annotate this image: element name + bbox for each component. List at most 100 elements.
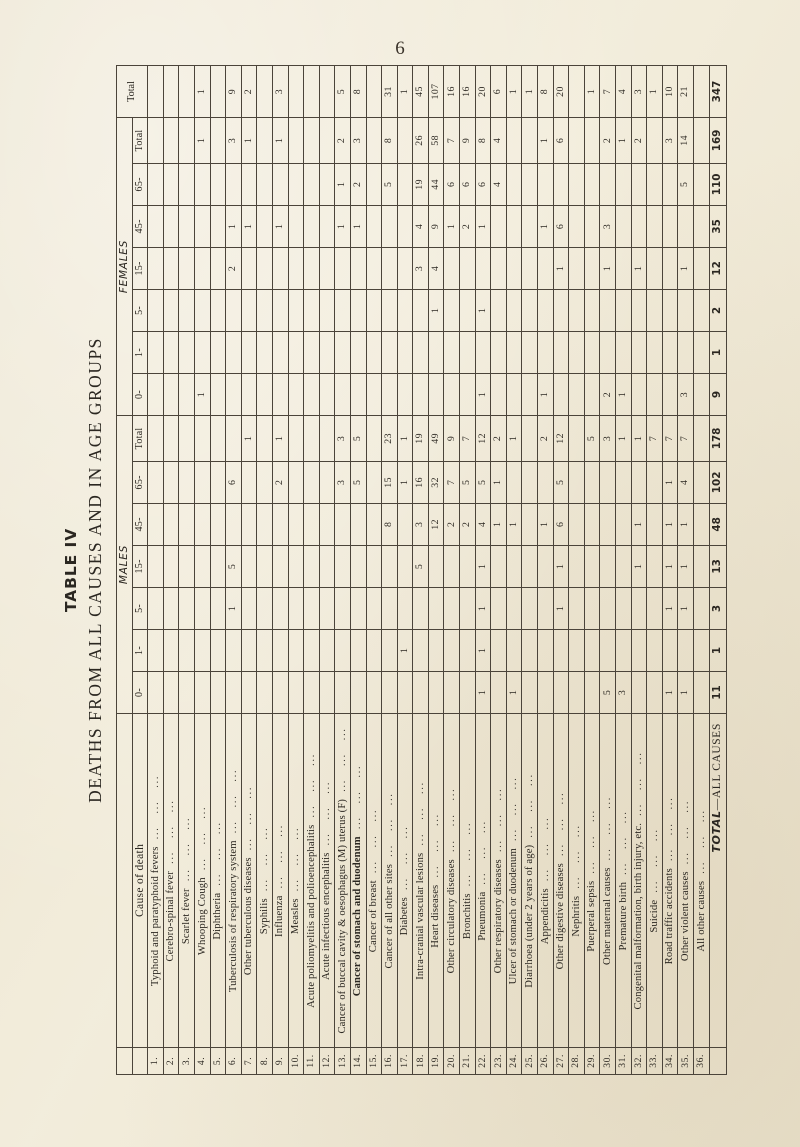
female-cell-5 — [178, 163, 195, 206]
grand-total-label-prefix: TOTAL — [710, 810, 724, 853]
male-cell-0 — [553, 671, 569, 714]
male-cell-1 — [256, 629, 273, 672]
male-cell-0 — [303, 671, 320, 714]
male-cell-4 — [147, 503, 164, 546]
male-cell-4 — [350, 503, 366, 546]
table-row: 19. Heart diseases ... ... ... 12 32 49 1 4 9 44… — [428, 65, 444, 1075]
leader-dots: ... ... ... — [664, 796, 676, 866]
females-age-45: 45- — [132, 205, 148, 248]
table-row: 31. Premature birth ... ... ... 3 1 1 1 4 — [615, 65, 632, 1075]
male-cell-2 — [334, 587, 351, 630]
male-cell-4 — [397, 503, 413, 546]
leader-dots: ... ... ... — [336, 727, 348, 797]
male-cell-6: 1 — [631, 415, 647, 462]
female-cell-5 — [147, 163, 164, 206]
females-age-65: 65- — [132, 163, 148, 206]
female-cell-1 — [397, 331, 413, 374]
female-cell-6: 14 — [677, 117, 694, 164]
male-cell-1 — [381, 629, 398, 672]
male-cell-5: 5 — [553, 461, 569, 504]
row-number: 28. — [568, 1047, 585, 1075]
female-cell-3 — [537, 247, 554, 290]
female-cell-1 — [272, 331, 289, 374]
row-number: 32. — [631, 1047, 647, 1075]
female-cell-5: 5 — [381, 163, 398, 206]
male-cell-3 — [272, 545, 289, 588]
table-row: 22. Pneumonia ... ... ... 1 1 1 1 4 5 12 1 1 1 6 8 20 — [475, 65, 491, 1075]
male-cell-4: 1 — [662, 503, 678, 546]
male-cell-3 — [521, 545, 538, 588]
male-cell-6 — [178, 415, 195, 462]
female-cell-6: 2 — [599, 117, 616, 164]
male-cell-4 — [225, 503, 242, 546]
male-cell-1 — [506, 629, 522, 672]
female-cell-3: 4 — [428, 247, 444, 290]
female-cell-4: 1 — [443, 205, 460, 248]
female-cell-4 — [366, 205, 382, 248]
male-cell-0 — [537, 671, 554, 714]
table-row: 14. Cancer of stomach and duodenum ... ..… — [350, 65, 366, 1075]
male-cell-3 — [646, 545, 663, 588]
table-row: 35. Other violent causes ... ... ... 1 1 1 1 4… — [677, 65, 694, 1075]
male-cell-6: 1 — [272, 415, 289, 462]
female-cell-3 — [381, 247, 398, 290]
female-cell-1 — [194, 331, 211, 374]
male-cell-6 — [225, 415, 242, 462]
female-cell-0 — [334, 373, 351, 416]
leader-dots: ... ... ... — [601, 795, 613, 865]
female-cell-3 — [163, 247, 179, 290]
female-cell-5 — [615, 163, 632, 206]
female-cell-1 — [537, 331, 554, 374]
female-cell-4: 1 — [537, 205, 554, 248]
leader-dots: ... ... ... — [570, 824, 582, 893]
female-cell-6: 1 — [615, 117, 632, 164]
leader-dots: ... ... ... — [165, 799, 177, 869]
female-cell-5: 5 — [677, 163, 694, 206]
cause-label: Measles ... ... ... — [288, 713, 304, 1048]
row-number: 6. — [225, 1047, 242, 1075]
cause-label: Acute poliomyelitis and polioencephaliti… — [303, 713, 320, 1048]
female-cell-0 — [272, 373, 289, 416]
row-number: 35. — [677, 1047, 694, 1075]
male-cell-2: 1 — [475, 587, 491, 630]
female-cell-1 — [615, 331, 632, 374]
male-cell-2 — [412, 587, 429, 630]
table-row: 6. Tuberculosis of respiratory system ...… — [225, 65, 242, 1075]
female-cell-2 — [537, 289, 554, 332]
leader-dots: ... ... ... — [383, 792, 395, 862]
female-cell-4 — [397, 205, 413, 248]
row-number: 2. — [163, 1047, 179, 1075]
female-cell-1 — [428, 331, 444, 374]
male-cell-0 — [584, 671, 600, 714]
female-cell-4 — [194, 205, 211, 248]
total-cell: 16 — [459, 65, 476, 118]
female-cell-6: 26 — [412, 117, 429, 164]
male-cell-2 — [521, 587, 538, 630]
male-cell-6 — [693, 415, 710, 462]
female-cell-4 — [490, 205, 507, 248]
leader-dots: ... ... ... — [523, 773, 535, 842]
page-number: 6 — [395, 38, 405, 59]
total-cell: 20 — [475, 65, 491, 118]
male-cell-0 — [147, 671, 164, 714]
male-cell-1 — [210, 629, 226, 672]
total-cell: 1 — [521, 65, 538, 118]
female-cell-2 — [272, 289, 289, 332]
table-row: 29. Puerperal sepsis ... ... ... 5 1 — [584, 65, 600, 1075]
male-cell-0 — [521, 671, 538, 714]
female-cell-6: 8 — [475, 117, 491, 164]
male-cell-3 — [428, 545, 444, 588]
total-cell: 9 — [225, 65, 242, 118]
grand-female-cell-3: 12 — [709, 247, 727, 290]
male-cell-0 — [319, 671, 335, 714]
row-number: 36. — [693, 1047, 710, 1075]
female-cell-1 — [521, 331, 538, 374]
table-row: 18. Intra-cranial vascular lesions ... ..… — [412, 65, 429, 1075]
blank-corner-cause — [116, 713, 133, 1048]
male-cell-5 — [256, 461, 273, 504]
female-cell-6 — [646, 117, 663, 164]
male-cell-4 — [256, 503, 273, 546]
table-row: 11. Acute poliomyelitis and polioencephal… — [303, 65, 320, 1075]
male-cell-5 — [599, 461, 616, 504]
